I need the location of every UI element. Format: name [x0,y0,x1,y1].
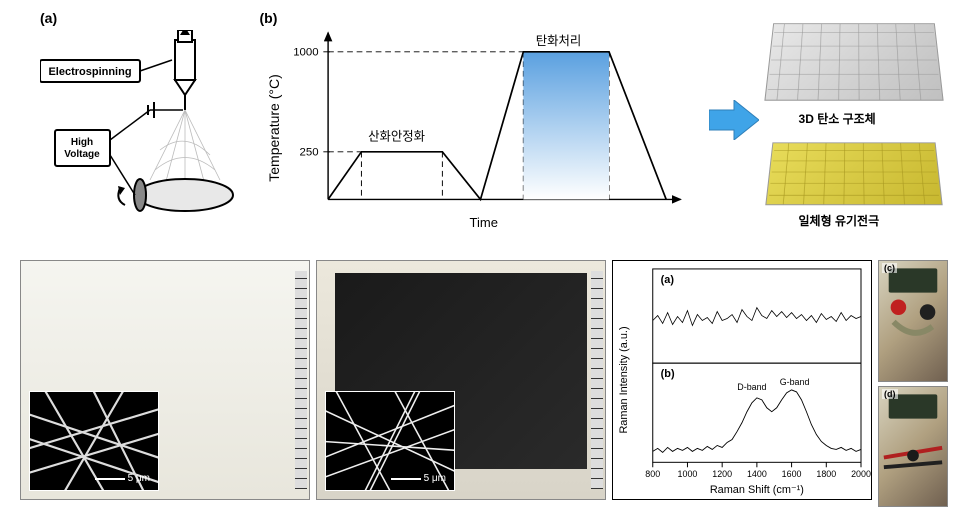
big-arrow-icon [709,100,759,140]
top-row: (a) Ele [40,10,958,250]
photo-white-sheet: 5 μm [20,260,310,500]
scale-bar-white: 5 μm [95,473,150,484]
ruler-icon [591,271,603,489]
products-column: 3D 탄소 구조체 일체형 유기전극 [719,10,958,250]
ytick-250: 250 [299,147,318,159]
side-photo-c-label: (c) [882,263,897,273]
temp-ylabel: Temperature (°C) [265,74,281,182]
side-photos: (c) (d) [878,260,948,500]
panel-b-label: (b) [260,10,278,26]
product-3d-label: 3D 탄소 구조체 [799,110,876,127]
side-photo-d: (d) [878,386,948,508]
electrospinning-diagram: Electrospinning High Voltage [40,30,250,230]
ruler-icon [295,271,307,489]
svg-text:1200: 1200 [712,469,732,479]
product-electrode-label: 일체형 유기전극 [799,212,880,229]
scale-text: 5 μm [424,473,446,484]
product-electrode [765,142,942,205]
sem-inset-white: 5 μm [29,391,159,491]
temperature-chart: 250 1000 산화안정화 탄화처리 [290,28,690,228]
panel-a: (a) Ele [40,10,260,250]
raman-chart: (a) (b) 800 1000 1200 1400 1600 1800 200… [613,261,871,499]
ytick-1000: 1000 [293,47,318,59]
sem-inset-black: 5 μm [325,391,455,491]
temp-xlabel: Time [470,215,498,230]
panel-a-label: (a) [40,10,57,26]
side-photo-d-label: (d) [882,389,898,399]
svg-text:1800: 1800 [816,469,836,479]
photo-black-sheet: 5 μm [316,260,606,500]
side-photo-c: (c) [878,260,948,382]
svg-text:Raman Shift (cm⁻¹): Raman Shift (cm⁻¹) [710,484,804,496]
svg-text:G-band: G-band [780,377,810,387]
stabilization-label: 산화안정화 [368,129,425,143]
svg-text:D-band: D-band [737,382,766,392]
scale-text: 5 μm [128,473,150,484]
product-3d-carbon [764,23,943,100]
svg-text:1600: 1600 [782,469,802,479]
panel-b: (b) 250 1000 [260,10,719,250]
svg-text:High: High [71,137,93,148]
svg-text:1400: 1400 [747,469,767,479]
svg-text:Voltage: Voltage [64,149,100,160]
bottom-row: 5 μm 5 μm [20,260,958,510]
carbonization-label: 탄화처리 [535,34,581,48]
svg-text:800: 800 [645,469,660,479]
svg-text:2000: 2000 [851,469,871,479]
electrospinning-text: Electrospinning [48,66,131,78]
svg-text:1000: 1000 [678,469,698,479]
raman-panel: (a) (b) 800 1000 1200 1400 1600 1800 200… [612,260,872,500]
scale-bar-black: 5 μm [391,473,446,484]
svg-text:Raman Intensity (a.u.): Raman Intensity (a.u.) [618,326,630,433]
svg-text:(a): (a) [661,274,675,286]
svg-text:(b): (b) [661,368,675,380]
